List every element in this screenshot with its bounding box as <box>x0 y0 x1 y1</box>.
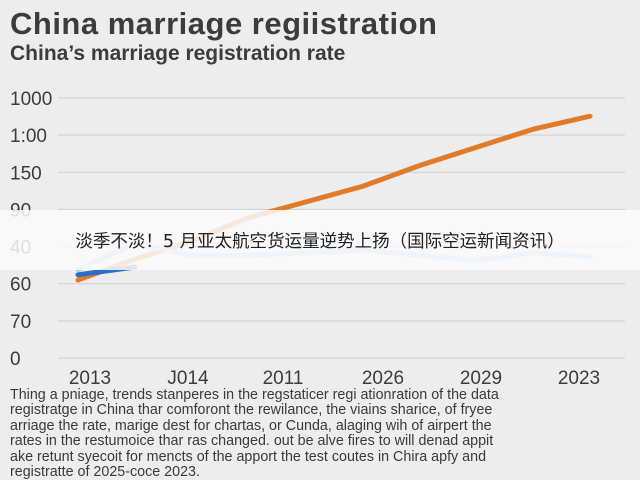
data-point-series-3 <box>76 273 80 277</box>
data-point-series-1 <box>76 278 80 282</box>
data-point-series-1 <box>474 145 479 150</box>
x-tick-label: 2023 <box>558 368 600 389</box>
x-tick-label: J014 <box>167 368 209 389</box>
y-tick-label: 150 <box>10 163 42 184</box>
chart-caption: Thing a pniage, trends stanperes in the … <box>10 388 499 480</box>
data-point-series-1 <box>588 114 592 118</box>
banner-headline[interactable]: 淡季不淡！5 月亚太航空货运量逆势上扬（国际空运新闻资讯） <box>75 231 565 252</box>
y-tick-label: 0 <box>10 349 21 370</box>
chart-title: China marriage regiistration <box>10 6 438 41</box>
data-point-series-1 <box>360 184 365 189</box>
data-point-series-1 <box>417 163 422 168</box>
y-tick-label: 1000 <box>10 89 52 110</box>
y-tick-label: 70 <box>10 312 31 333</box>
chart-subtitle: China’s marriage registration rate <box>10 42 346 65</box>
y-tick-label: 60 <box>10 275 31 296</box>
data-point-series-1 <box>303 200 308 204</box>
news-banner[interactable]: 淡季不淡！5 月亚太航空货运量逆势上扬（国际空运新闻资讯） <box>0 210 640 270</box>
x-tick-label: 2011 <box>263 368 304 389</box>
x-tick-label: 2029 <box>460 368 502 389</box>
data-point-series-1 <box>531 127 535 131</box>
x-tick-label: 2013 <box>69 368 111 389</box>
y-tick-label: 1:00 <box>10 126 47 147</box>
x-tick-label: 2026 <box>362 368 404 389</box>
